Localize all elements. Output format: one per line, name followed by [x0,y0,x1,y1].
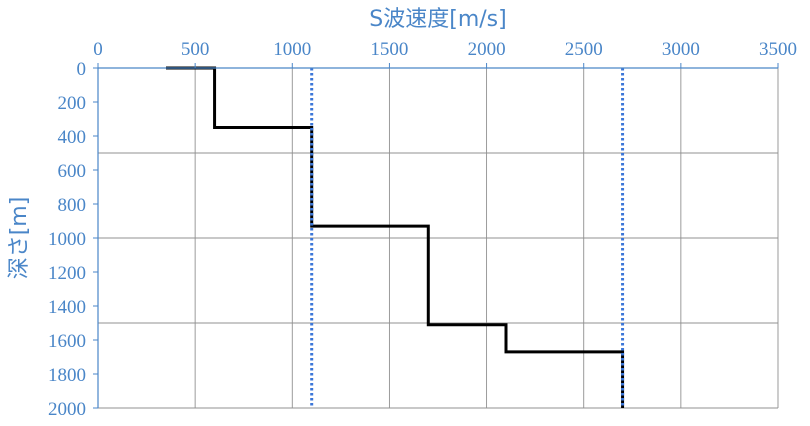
x-tick-label: 2500 [565,39,603,60]
y-tick-label: 2000 [48,399,86,420]
x-tick-label: 500 [181,39,210,60]
x-tick-label: 1500 [370,39,408,60]
x-tick-label: 3500 [759,39,797,60]
x-axis-title: S波速度[m/s] [369,7,506,32]
y-tick-label: 0 [77,59,87,80]
y-tick-label: 1800 [48,365,86,386]
label-layer: 0 500 1000 1500 2000 2500 3000 3500 0 200 400 600 80… [48,39,797,420]
y-tick-label: 200 [58,93,87,114]
x-tick-label: 3000 [662,39,700,60]
y-tick-label: 1000 [48,229,86,250]
y-tick-label: 1600 [48,331,86,352]
grid-layer [98,68,779,409]
axis-layer [93,63,779,409]
y-tick-label: 1200 [48,263,86,284]
series-layer [166,66,625,408]
velocity-profile-line [166,66,625,408]
y-tick-label: 400 [58,127,87,148]
y-tick-label: 1400 [48,297,86,318]
x-tick-label: 2000 [468,39,506,60]
y-tick-label: 800 [58,195,87,216]
x-tick-label: 0 [93,39,103,60]
y-axis-title: 深さ[m] [7,197,32,280]
y-tick-label: 600 [58,161,87,182]
x-tick-label: 1000 [273,39,311,60]
